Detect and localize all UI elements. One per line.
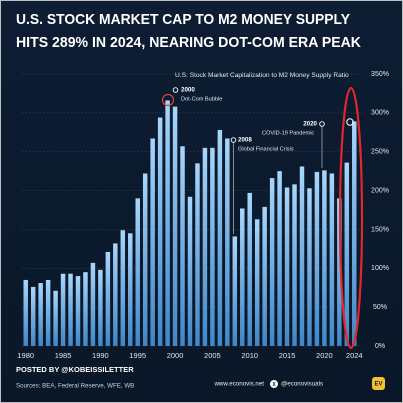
bar <box>269 178 275 346</box>
bar <box>262 206 267 346</box>
bar <box>60 273 66 346</box>
bar <box>90 262 96 346</box>
bar <box>120 230 126 346</box>
bar <box>277 171 282 346</box>
bar <box>254 219 260 346</box>
x-tick-label: 2005 <box>204 351 221 360</box>
bar <box>225 138 230 346</box>
bar <box>165 100 170 347</box>
bar <box>240 208 245 346</box>
bar <box>157 117 163 347</box>
bar <box>113 243 118 346</box>
x-tick-label: 1990 <box>92 351 109 360</box>
posted-by: POSTED BY @KOBEISSILETTER <box>16 365 134 374</box>
bar <box>30 286 36 346</box>
annotation-year: 2000 <box>181 87 195 94</box>
bar <box>195 163 200 346</box>
bar <box>38 283 43 346</box>
bar <box>247 192 252 346</box>
y-tick-label: 50% <box>373 304 387 311</box>
chart-title: HITS 289% IN 2024, NEARING DOT-COM ERA P… <box>16 34 361 51</box>
bar <box>217 129 223 346</box>
x-tick-label: 1985 <box>55 351 72 360</box>
bar <box>128 233 133 346</box>
x-tick-label: 2000 <box>167 351 184 360</box>
bar <box>344 162 350 346</box>
x-tick-label: 2010 <box>241 351 258 360</box>
social-icon-glyph: X <box>272 382 276 388</box>
y-tick-label: 0% <box>375 343 385 350</box>
highlight-ellipse <box>338 86 364 350</box>
bars <box>23 100 357 347</box>
sources: Sources: BEA, Federal Reserve, WFE, WB <box>16 383 134 390</box>
y-tick-label: 200% <box>371 187 389 194</box>
bar <box>337 198 342 346</box>
bar <box>284 187 290 346</box>
bar <box>142 173 148 346</box>
bar <box>83 272 88 346</box>
bar <box>53 290 58 346</box>
bar <box>150 138 155 346</box>
x-tick-label: 2015 <box>279 351 296 360</box>
annotation-dot <box>172 87 179 93</box>
chart-subtitle: U.S. Stock Market Capitalization to M2 M… <box>175 72 349 79</box>
y-tick-label: 100% <box>371 265 389 272</box>
bar <box>75 276 81 346</box>
annotation-year: 2020 <box>303 121 317 128</box>
bar <box>187 196 193 346</box>
annotation-dot <box>346 118 354 126</box>
bar <box>98 269 103 346</box>
bar <box>210 147 215 346</box>
chart-title: U.S. STOCK MARKET CAP TO M2 MONEY SUPPLY <box>16 11 350 28</box>
annotation-label: COVID-19 Pandemic <box>262 130 314 136</box>
y-tick-label: 250% <box>371 149 389 156</box>
annotation-dot <box>230 137 237 143</box>
bar <box>299 166 305 346</box>
y-tick-label: 150% <box>371 226 389 233</box>
handle: @econovisuals <box>281 381 323 388</box>
x-tick-label: 1995 <box>129 351 146 360</box>
bar <box>45 279 51 346</box>
x-tick-label: 1980 <box>17 351 34 360</box>
y-tick-label: 300% <box>371 110 389 117</box>
annotation-label: Global Financial Crisis <box>238 146 294 152</box>
bar <box>135 198 140 346</box>
bar <box>292 184 297 346</box>
bar <box>307 188 312 346</box>
logo <box>372 377 385 390</box>
bar <box>105 251 111 346</box>
bar <box>329 173 335 346</box>
annotation-label: Dot-Com Bubble <box>181 96 222 102</box>
bar <box>314 171 320 346</box>
social-icon <box>270 380 278 388</box>
logo-glyph: EV <box>374 382 382 388</box>
y-tick-label: 350% <box>371 71 389 78</box>
highlight-circle <box>161 93 175 107</box>
x-tick-label: 2020 <box>316 351 333 360</box>
bar <box>172 106 178 346</box>
bar <box>352 121 357 346</box>
bar <box>232 236 238 346</box>
bar <box>23 279 28 346</box>
website: www.econovis.net <box>213 381 264 388</box>
bar <box>180 146 185 346</box>
bar <box>322 170 327 346</box>
bar <box>202 147 208 346</box>
x-tick-label: 2024 <box>346 351 363 360</box>
bar <box>68 273 73 346</box>
annotation-year: 2008 <box>238 137 252 144</box>
annotation-dot <box>319 121 325 127</box>
